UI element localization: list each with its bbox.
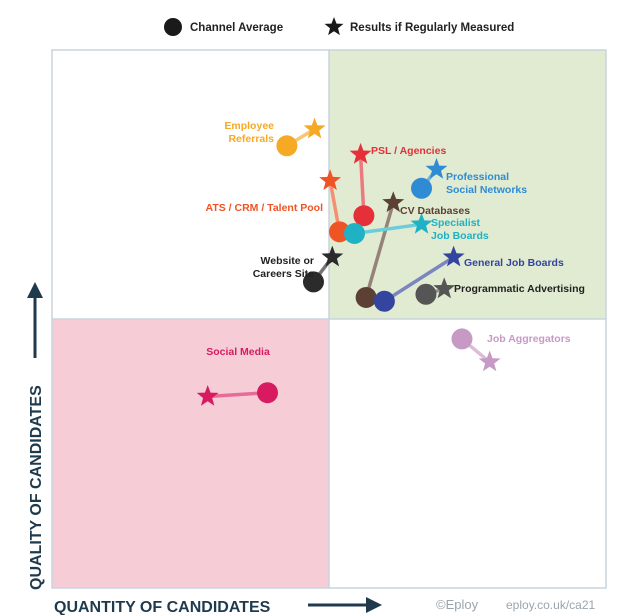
measured-point-cv-databases (382, 191, 405, 213)
series-label-specialist-job-boards: Specialist Job Boards (431, 217, 489, 242)
average-point-social-media (257, 382, 279, 404)
y-axis-arrow-head (27, 282, 43, 298)
connector-cv-databases (364, 202, 395, 298)
measured-point-general-job-boards (442, 245, 465, 267)
series-label-job-aggregators: Job Aggregators (487, 333, 571, 345)
average-point-specialist-job-boards (343, 222, 365, 244)
quadrant-bottom-left (52, 319, 329, 588)
connector-specialist-job-boards (354, 222, 422, 236)
series-label-cv-databases: CV Databases (400, 205, 470, 217)
series-labels: Employee Referrals PSL / Agencies Professio… (206, 120, 585, 358)
legend-label-average: Channel Average (190, 22, 283, 34)
quadrant-top-right (329, 50, 606, 319)
legend-label-measured: Results if Regularly Measured (350, 22, 514, 34)
measured-point-programmatic-advertising (433, 277, 456, 299)
legend: Channel Average Results if Regularly Mea… (164, 17, 514, 36)
measured-point-social-media (196, 385, 219, 406)
measured-point-professional-social-networks (425, 157, 448, 179)
measured-point-specialist-job-boards (410, 212, 433, 234)
series-label-ats-crm-talent-pool: ATS / CRM / Talent Pool (206, 202, 324, 214)
measured-point-employee-referrals (303, 117, 326, 139)
average-point-job-aggregators (451, 328, 473, 350)
series-label-professional-social-networks: Professional Social Networks (446, 171, 527, 196)
series-label-psl-agencies: PSL / Agencies (371, 145, 446, 157)
y-axis-title: QUALITY OF CANDIDATES (28, 385, 45, 590)
average-point-website-or-careers-site (302, 271, 324, 293)
legend-star-marker (324, 17, 344, 36)
connector-general-job-boards (383, 255, 455, 303)
quadrant-bottom-right (329, 319, 606, 588)
quadrant-top-left (52, 50, 329, 319)
average-point-general-job-boards (373, 290, 395, 312)
series-label-programmatic-advertising: Programmatic Advertising (454, 283, 585, 295)
series-label-employee-referrals: Employee Referrals (224, 120, 274, 145)
measured-point-psl-agencies (349, 142, 372, 164)
measured-point-ats-crm-talent-pool (319, 169, 341, 190)
average-point-cv-databases (355, 286, 377, 308)
series-label-website-or-careers-site: Website or Careers Site (253, 255, 314, 280)
footer-url: eploy.co.uk/ca21 (506, 598, 595, 612)
x-axis-title: QUANTITY OF CANDIDATES (54, 599, 271, 615)
measured-point-job-aggregators (478, 350, 501, 372)
series-label-social-media: Social Media (206, 346, 270, 358)
average-point-employee-referrals (276, 135, 298, 157)
x-axis-arrow-head (366, 597, 382, 613)
measured-point-website-or-careers-site (321, 245, 344, 267)
data-markers (196, 117, 501, 406)
y-axis: QUALITY OF CANDIDATES (27, 282, 45, 590)
series-label-general-job-boards: General Job Boards (464, 257, 564, 269)
legend-circle-marker (164, 18, 182, 36)
footer-copyright: ©Eploy (436, 597, 479, 612)
x-axis: QUANTITY OF CANDIDATES (54, 597, 382, 615)
average-point-psl-agencies (353, 205, 375, 227)
average-point-programmatic-advertising (415, 283, 437, 305)
average-point-professional-social-networks (411, 177, 433, 199)
